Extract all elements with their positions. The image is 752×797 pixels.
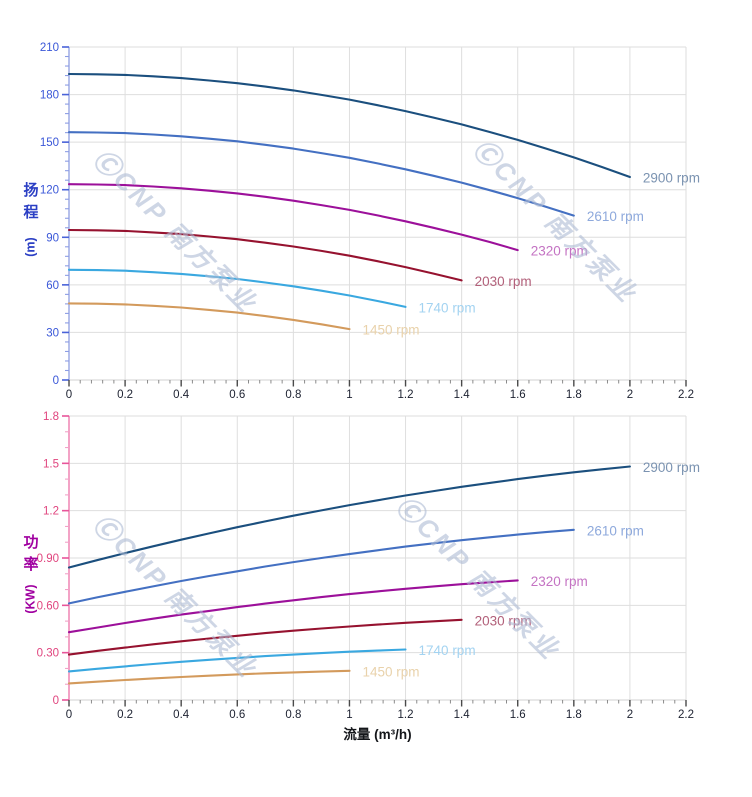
y-tick-label: 1.5 bbox=[43, 458, 59, 470]
power-axis-title-char1: 功 bbox=[23, 534, 39, 551]
curve-2030-rpm bbox=[67, 618, 463, 656]
x-tick-label: 0.2 bbox=[117, 389, 133, 401]
x-tick-label: 0.8 bbox=[285, 389, 301, 401]
head-axis-title-char1: 扬 bbox=[23, 182, 39, 199]
x-tick-label: 0.8 bbox=[285, 709, 301, 721]
power-axis-unit: (KW) bbox=[23, 583, 38, 614]
y-tick-label: 30 bbox=[46, 327, 59, 339]
y-tick-label: 1.2 bbox=[43, 506, 59, 518]
x-tick-label: 1 bbox=[346, 709, 352, 721]
x-tick-label: 1.2 bbox=[398, 389, 414, 401]
y-tick-label: 210 bbox=[40, 42, 59, 54]
x-tick-label: 2.2 bbox=[678, 389, 694, 401]
x-tick-label: 1.4 bbox=[454, 709, 471, 721]
head-axis-unit: (m) bbox=[23, 236, 38, 257]
y-tick-label: 120 bbox=[40, 185, 59, 197]
flow-axis-title: 流量 (m³/h) bbox=[343, 727, 412, 742]
curve-label-2320-rpm: 2320 rpm bbox=[531, 574, 588, 589]
x-tick-label: 1.2 bbox=[398, 709, 414, 721]
y-tick-label: 150 bbox=[40, 137, 59, 149]
x-tick-label: 1.6 bbox=[510, 389, 526, 401]
curve-label-1740-rpm: 1740 rpm bbox=[419, 643, 476, 658]
y-tick-label: 0 bbox=[53, 695, 59, 707]
curve-2610-rpm bbox=[67, 528, 575, 605]
y-tick-label: 90 bbox=[46, 232, 59, 244]
curve-2030-rpm bbox=[67, 228, 463, 282]
x-tick-label: 1.8 bbox=[566, 709, 582, 721]
y-tick-label: 0 bbox=[53, 375, 59, 387]
head-axis-title-char2: 程 bbox=[23, 203, 39, 221]
x-tick-label: 0 bbox=[66, 709, 72, 721]
curve-label-1740-rpm: 1740 rpm bbox=[419, 300, 476, 315]
x-tick-label: 2 bbox=[627, 709, 633, 721]
curve-label-2610-rpm: 2610 rpm bbox=[587, 209, 644, 224]
power-vs-flow-chart: 0 0.30 0.60 0.90 1.2 1.5 1.8 0 0.2 0.4 0.6 0.8 1 1.2 1… bbox=[37, 411, 700, 721]
curve-label-1450-rpm: 1450 rpm bbox=[362, 664, 419, 679]
x-tick-label: 2.2 bbox=[678, 709, 694, 721]
x-tick-label: 1 bbox=[346, 389, 352, 401]
x-tick-label: 0 bbox=[66, 389, 72, 401]
curve-label-2030-rpm: 2030 rpm bbox=[475, 613, 532, 628]
x-tick-label: 1.8 bbox=[566, 389, 582, 401]
curve-label-1450-rpm: 1450 rpm bbox=[362, 323, 419, 338]
curve-2320-rpm bbox=[67, 183, 519, 252]
curve-2900-rpm bbox=[67, 465, 631, 569]
y-tick-label: 0.30 bbox=[37, 648, 59, 660]
x-tick-label: 0.4 bbox=[173, 389, 190, 401]
curve-2900-rpm bbox=[67, 72, 631, 179]
x-tick-label: 0.4 bbox=[173, 709, 190, 721]
x-tick-label: 0.6 bbox=[229, 389, 245, 401]
power-axis-title: 功 率 (KW) bbox=[13, 532, 49, 613]
curve-label-2900-rpm: 2900 rpm bbox=[643, 460, 700, 475]
y-tick-label: 1.8 bbox=[43, 411, 59, 423]
curve-2610-rpm bbox=[67, 131, 575, 217]
curve-2320-rpm bbox=[67, 579, 519, 634]
curve-label-2320-rpm: 2320 rpm bbox=[531, 244, 588, 259]
head-vs-flow-chart: 0 30 60 90 120 150 180 210 0 0.2 0.4 0.6 0.8 1 1.2 1.4 1… bbox=[40, 42, 700, 401]
curve-label-2030-rpm: 2030 rpm bbox=[475, 274, 532, 289]
curve-1450-rpm bbox=[67, 669, 351, 685]
x-tick-label: 0.6 bbox=[229, 709, 245, 721]
head-axis-title: 扬 程 (m) bbox=[13, 180, 49, 256]
y-tick-label: 0.90 bbox=[37, 553, 59, 565]
x-tick-label: 0.2 bbox=[117, 709, 133, 721]
x-tick-label: 2 bbox=[627, 389, 633, 401]
curve-1740-rpm bbox=[67, 268, 407, 308]
y-tick-label: 60 bbox=[46, 280, 59, 292]
power-axis-title-char2: 率 bbox=[23, 555, 39, 573]
curve-1450-rpm bbox=[67, 302, 351, 331]
curve-label-2610-rpm: 2610 rpm bbox=[587, 523, 644, 538]
y-tick-label: 180 bbox=[40, 90, 59, 102]
curve-1740-rpm bbox=[67, 648, 407, 673]
x-tick-label: 1.6 bbox=[510, 709, 526, 721]
y-tick-label: 0.60 bbox=[37, 600, 59, 612]
x-tick-label: 1.4 bbox=[454, 389, 471, 401]
curve-label-2900-rpm: 2900 rpm bbox=[643, 171, 700, 186]
